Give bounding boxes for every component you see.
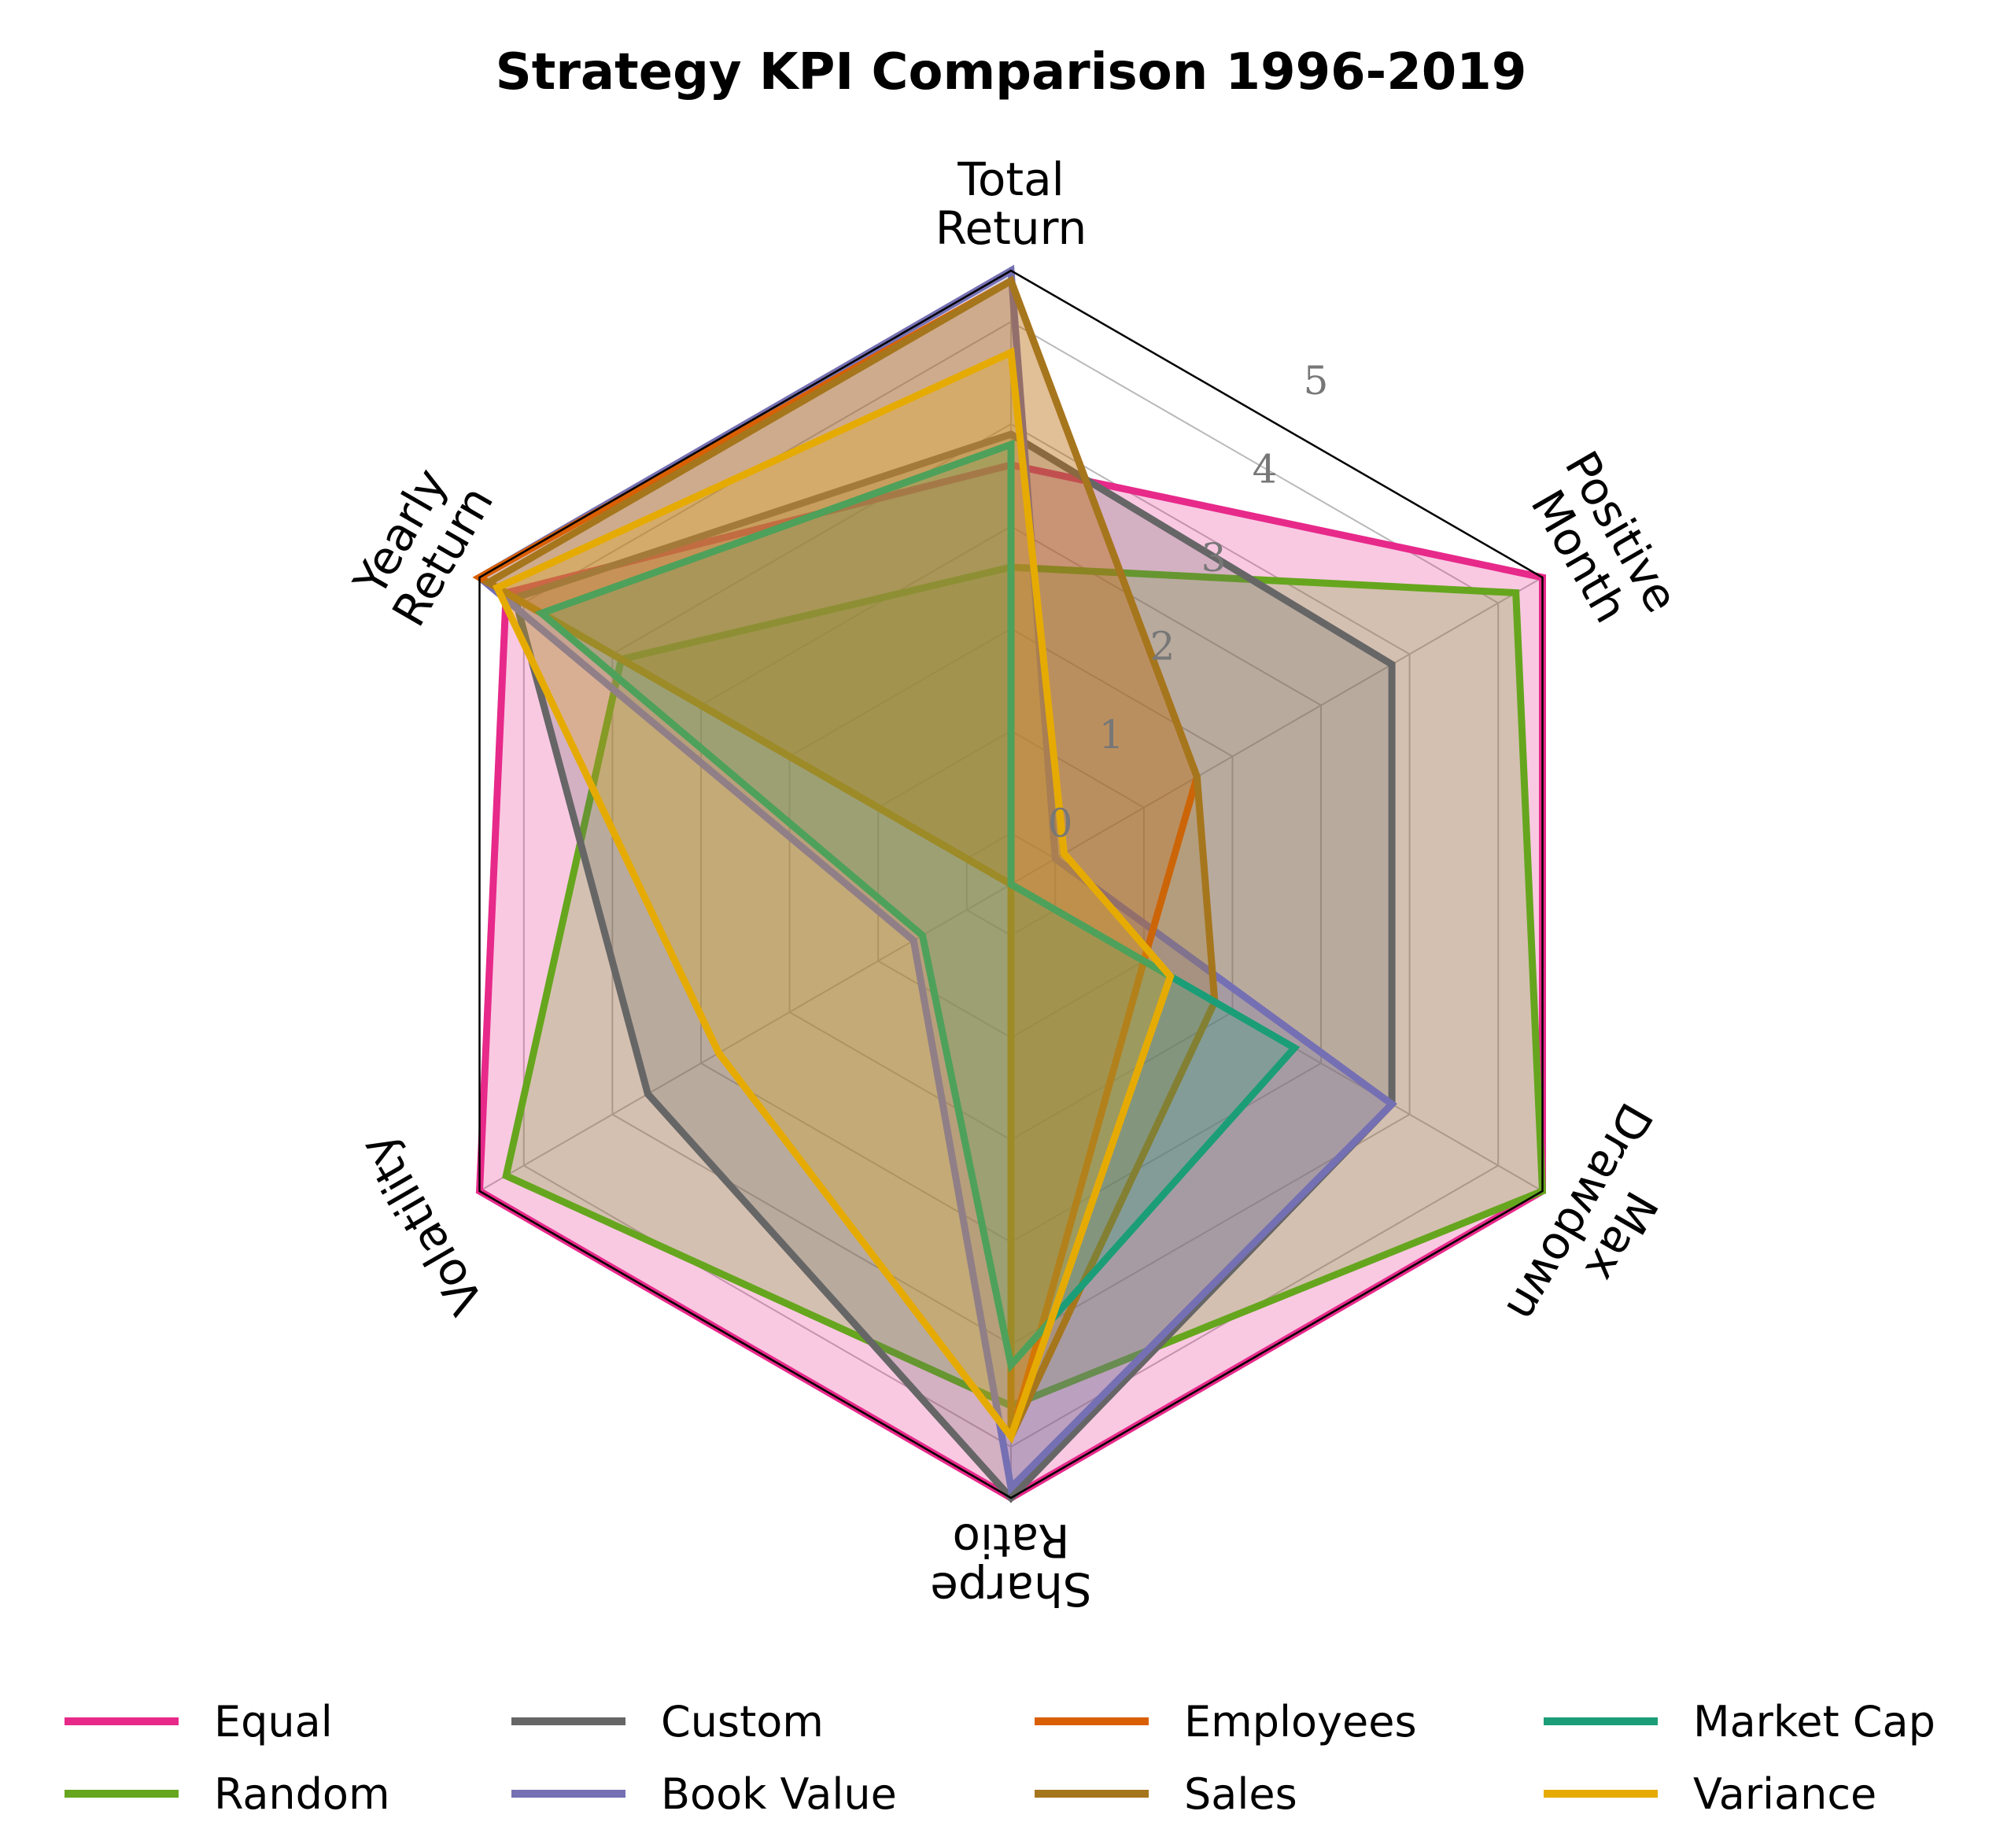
legend-label: Market Cap	[1693, 1697, 1935, 1747]
legend-label: Sales	[1184, 1769, 1297, 1819]
axis-label-line: Return	[935, 201, 1087, 255]
legend-item: Random	[65, 1769, 390, 1819]
series-layer	[472, 264, 1547, 1503]
radar-frame	[478, 269, 1544, 1499]
axis-label-line: Ratio	[953, 1514, 1070, 1567]
series-area	[479, 271, 1393, 1488]
legend-label: Book Value	[661, 1769, 897, 1819]
legend-label: Variance	[1693, 1769, 1876, 1819]
legend-label: Custom	[661, 1697, 824, 1747]
legend-label: Employees	[1184, 1697, 1417, 1747]
series-line	[534, 439, 1301, 1373]
axis-label-line: Volatility	[349, 1126, 494, 1323]
radial-tick-label: 4	[1253, 446, 1278, 492]
outer-frame	[478, 269, 1544, 1499]
radial-tick-label: 1	[1099, 712, 1124, 758]
legend-item: Employees	[1035, 1697, 1417, 1747]
axis-label-line: Sharpe	[930, 1562, 1091, 1616]
legend-item: Variance	[1544, 1769, 1876, 1819]
legend-item: Sales	[1035, 1769, 1297, 1819]
legend: Equal Random Custom Book Value Employees Sale…	[65, 1697, 1935, 1819]
series-market-cap	[534, 439, 1301, 1373]
series-variance	[492, 347, 1175, 1444]
series-line	[492, 347, 1175, 1444]
radial-tick-label: 2	[1150, 624, 1175, 669]
series-area	[515, 434, 1393, 1498]
legend-label: Random	[214, 1769, 390, 1819]
radial-tick-label: 5	[1304, 358, 1329, 404]
grid-spoke	[1010, 577, 1543, 885]
radial-tick-label: 0	[1048, 801, 1073, 847]
legend-item: Market Cap	[1544, 1697, 1935, 1747]
legend-item: Custom	[511, 1697, 824, 1747]
legend-item: Book Value	[511, 1769, 897, 1819]
series-area	[506, 567, 1543, 1406]
radial-tick-label: 3	[1201, 535, 1227, 581]
series-area	[497, 352, 1171, 1437]
legend-label: Equal	[214, 1697, 333, 1747]
axis-label: Volatility	[349, 1126, 494, 1323]
series-area	[541, 444, 1295, 1365]
axis-label-line: Total	[957, 153, 1064, 206]
chart-title: Strategy KPI Comparison 1996-2019	[496, 43, 1527, 101]
legend-item: Equal	[65, 1697, 333, 1747]
